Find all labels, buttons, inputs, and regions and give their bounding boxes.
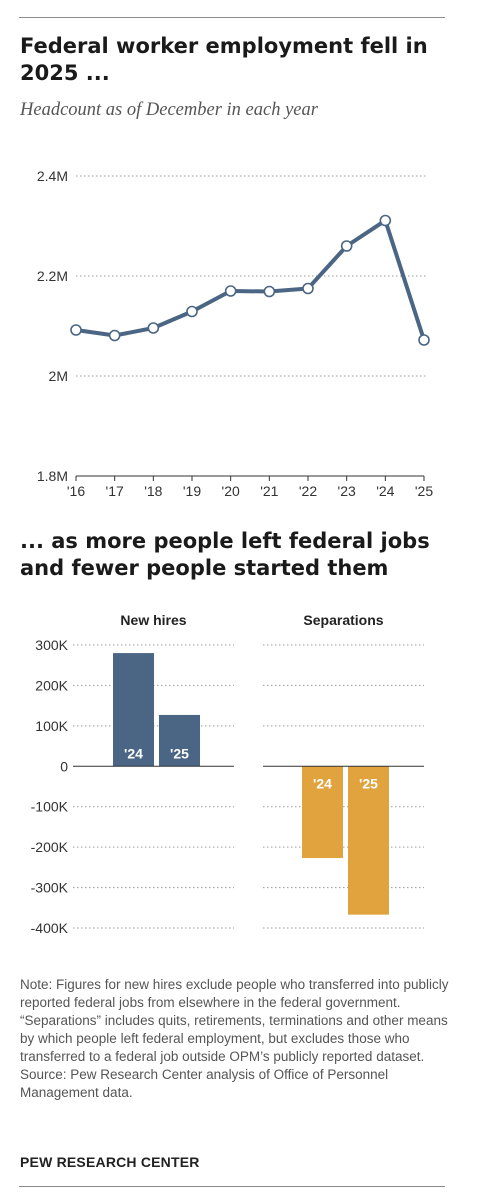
source-text: Source: Pew Research Center analysis of … (20, 1067, 389, 1100)
chart-note: Note: Figures for new hires exclude peop… (20, 976, 452, 1102)
bar (159, 714, 200, 767)
y-tick-label: 1.8M (37, 468, 68, 484)
headcount-line (75, 218, 426, 341)
x-tick-label: '23 (338, 483, 356, 499)
x-tick-label: '24 (376, 483, 394, 499)
top-rule (19, 17, 445, 18)
data-point (108, 329, 121, 342)
y-tick-label: -200K (31, 839, 69, 855)
data-point (224, 285, 237, 297)
y-tick-label: -400K (31, 920, 69, 936)
data-point (302, 282, 314, 295)
x-tick-label: '18 (144, 483, 162, 499)
line-chart-title: Federal worker employment fell in 2025 .… (20, 34, 428, 85)
x-tick-label: '19 (183, 483, 201, 499)
y-tick-label: 300K (35, 637, 68, 653)
bottom-rule (19, 1186, 445, 1187)
data-point (147, 322, 160, 334)
bar-label: '25 (170, 745, 189, 761)
data-point (340, 240, 353, 252)
line-chart-subtitle: Headcount as of December in each year (20, 100, 318, 120)
pew-research-center-logo: PEW RESEARCH CENTER (20, 1154, 200, 1170)
data-point (379, 214, 392, 227)
bar-label: '24 (124, 745, 143, 761)
bar-chart-title: ... as more people left federal jobs and… (20, 529, 430, 580)
note-text: Note: Figures for new hires exclude peop… (20, 977, 449, 1064)
data-point (418, 334, 430, 346)
x-tick-label: '21 (260, 483, 278, 499)
y-tick-label: 0 (60, 758, 68, 774)
data-point (263, 285, 276, 298)
y-tick-label: 100K (35, 718, 68, 734)
bar-label: '25 (359, 775, 378, 791)
x-tick-label: '17 (106, 483, 124, 499)
y-tick-label: -300K (31, 880, 69, 896)
bar (113, 653, 154, 767)
x-tick-label: '20 (222, 483, 240, 499)
data-point (186, 305, 198, 318)
panel-title: New hires (120, 612, 186, 628)
data-point (70, 324, 82, 336)
y-tick-label: -100K (31, 799, 69, 815)
x-tick-label: '25 (415, 483, 433, 499)
y-tick-label: 200K (35, 677, 68, 693)
hires-separations-bar-chart: 300K 200K 100K 0 -100K -200K -300K -400K New hir… (31, 612, 424, 936)
bar-label: '24 (313, 775, 332, 791)
y-tick-label: 2.2M (37, 268, 68, 284)
x-tick-label: '16 (67, 483, 85, 499)
bar (348, 766, 389, 915)
bar (302, 766, 343, 859)
y-tick-label: 2M (49, 368, 68, 384)
x-tick-label: '22 (299, 483, 317, 499)
employment-line-chart: 1.8M 2M 2.2M 2.4M '16 '17 '18 '19 '20 '21 '22 '23 '2… (37, 168, 433, 499)
y-tick-label: 2.4M (37, 168, 68, 184)
panel-title: Separations (303, 612, 383, 628)
